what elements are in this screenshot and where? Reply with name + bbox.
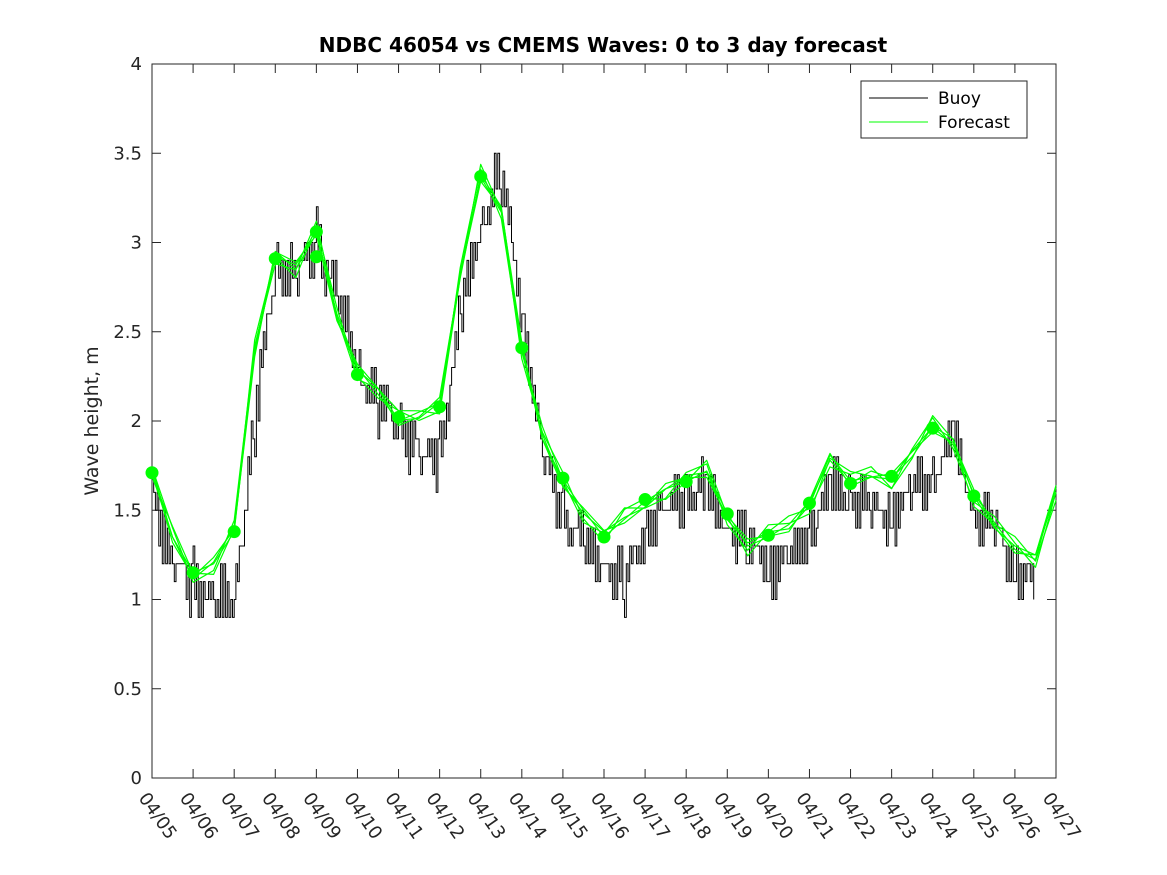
chart-title: NDBC 46054 vs CMEMS Waves: 0 to 3 day fo… bbox=[319, 33, 888, 57]
y-tick-label: 0 bbox=[131, 768, 142, 789]
forecast-start-marker bbox=[638, 493, 652, 507]
forecast-start-marker bbox=[145, 466, 159, 480]
forecast-start-marker bbox=[268, 252, 282, 266]
legend-forecast-label: Forecast bbox=[938, 113, 1010, 133]
y-tick-label: 3 bbox=[131, 233, 142, 254]
y-axis-label: Wave height, m bbox=[81, 346, 103, 495]
forecast-start-marker bbox=[186, 566, 200, 580]
forecast-start-marker bbox=[556, 471, 570, 485]
forecast-start-marker bbox=[392, 410, 406, 424]
forecast-start-marker bbox=[515, 341, 529, 355]
forecast-start-marker bbox=[679, 475, 693, 489]
y-tick-label: 1.5 bbox=[113, 500, 142, 521]
forecast-start-marker bbox=[967, 489, 981, 503]
y-tick-label: 2 bbox=[131, 411, 142, 432]
buoy-line bbox=[152, 152, 1035, 618]
y-tick-label: 3.5 bbox=[113, 143, 142, 164]
forecast-start-marker bbox=[227, 525, 241, 539]
y-tick-label: 0.5 bbox=[113, 679, 142, 700]
forecast-start-marker bbox=[433, 400, 447, 414]
forecast-start-marker bbox=[926, 421, 940, 435]
forecast-start-marker bbox=[309, 225, 323, 239]
y-tick-label: 1 bbox=[131, 590, 142, 611]
forecast-start-marker bbox=[720, 507, 734, 521]
forecast-start-marker bbox=[350, 368, 364, 382]
forecast-start-marker bbox=[802, 496, 816, 510]
legend-box bbox=[860, 80, 1028, 139]
forecast-start-marker bbox=[844, 476, 858, 490]
legend-buoy-label: Buoy bbox=[938, 89, 981, 109]
forecast-start-marker bbox=[597, 530, 611, 544]
forecast-start-marker bbox=[309, 250, 323, 264]
y-tick-label: 2.5 bbox=[113, 322, 142, 343]
forecast-start-marker bbox=[885, 469, 899, 483]
forecast-start-marker bbox=[474, 169, 488, 183]
y-tick-label: 4 bbox=[131, 54, 142, 75]
legend: Buoy Forecast bbox=[860, 80, 1028, 139]
forecast-start-marker bbox=[761, 528, 775, 542]
